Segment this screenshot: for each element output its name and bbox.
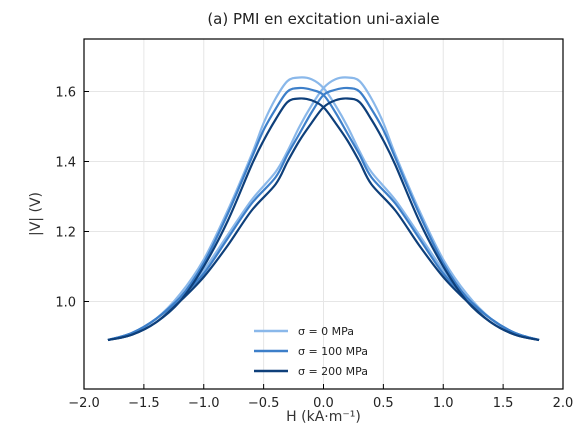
legend: σ = 0 MPa σ = 100 MPa σ = 200 MPa [254, 325, 368, 378]
x-tick-label: 1.5 [493, 396, 514, 411]
series-line-up [107, 76, 540, 342]
x-tick-label: −0.5 [248, 396, 280, 411]
series-2 [107, 97, 540, 342]
grid [83, 39, 564, 389]
legend-label: σ = 200 MPa [298, 365, 368, 378]
series-line-down [107, 86, 540, 342]
x-tick-label: −2.0 [68, 396, 100, 411]
y-axis-label: |V| (V) [28, 192, 44, 236]
legend-label: σ = 0 MPa [298, 325, 354, 338]
series-layer [107, 76, 540, 342]
y-tick-label: 1.0 [55, 296, 76, 311]
y-tick-label: 1.2 [55, 226, 76, 241]
legend-label: σ = 100 MPa [298, 345, 368, 358]
x-tick-label: 2.0 [553, 396, 574, 411]
chart-title: (a) PMI en excitation uni-axiale [207, 10, 439, 28]
series-line-up [107, 86, 540, 342]
x-tick-label: 0.0 [313, 396, 334, 411]
x-tick-label: −1.0 [188, 396, 220, 411]
x-axis-label: H (kA·m⁻¹) [286, 409, 361, 425]
x-tick-label: −1.5 [128, 396, 160, 411]
y-tick-label: 1.6 [55, 86, 76, 101]
x-tick-label: 1.0 [433, 396, 454, 411]
series-line-down [107, 97, 540, 342]
series-line-up [107, 97, 540, 342]
series-1 [107, 86, 540, 342]
y-tick-label: 1.4 [55, 156, 76, 171]
ticks: −2.0 −1.5 −1.0 −0.5 0.0 0.5 1.0 1.5 2.0 1.0 1.2 1.4… [55, 86, 573, 412]
x-tick-label: 0.5 [373, 396, 394, 411]
series-0 [107, 76, 540, 342]
series-line-down [107, 76, 540, 342]
